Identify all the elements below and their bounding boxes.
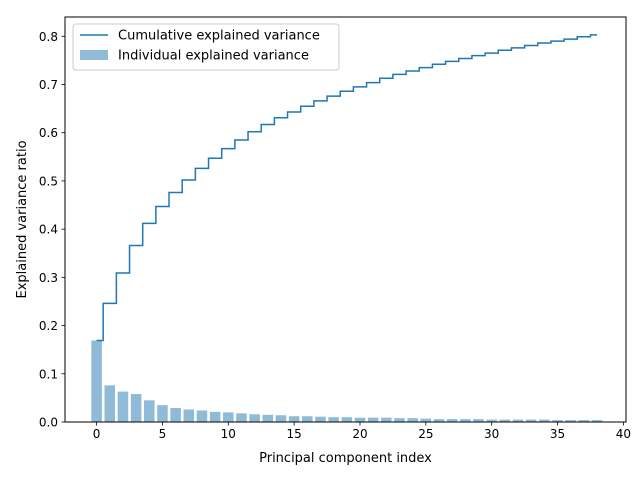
- bar-22: [381, 417, 392, 422]
- y-tick-label: 0.3: [39, 271, 58, 285]
- bar-3: [130, 394, 142, 422]
- bar-36: [565, 420, 576, 422]
- legend-label-individual: Individual explained variance: [118, 49, 309, 64]
- bar-5: [157, 405, 168, 422]
- bar-8: [196, 410, 208, 422]
- x-tick-label: 0: [93, 427, 101, 441]
- x-tick-label: 5: [159, 427, 167, 441]
- bar-26: [433, 419, 445, 422]
- y-axis-label: Explained variance ratio: [15, 140, 30, 298]
- cumulative-step-series: [96, 34, 598, 342]
- x-tick-label: 20: [352, 427, 367, 441]
- bar-25: [420, 418, 432, 422]
- bar-15: [288, 416, 300, 422]
- y-tick-label: 0.2: [39, 319, 58, 333]
- bar-28: [460, 419, 471, 422]
- bar-32: [512, 419, 524, 422]
- bar-23: [394, 418, 405, 422]
- bar-14: [275, 415, 287, 422]
- bar-1: [104, 385, 116, 422]
- y-tick-label: 0.7: [39, 78, 58, 92]
- bar-0: [91, 340, 102, 422]
- bar-34: [539, 419, 550, 422]
- legend-label-cumulative: Cumulative explained variance: [118, 29, 320, 44]
- bar-4: [144, 400, 155, 422]
- y-tick-label: 0.6: [39, 126, 58, 140]
- bar-18: [328, 417, 339, 422]
- bar-21: [367, 417, 379, 422]
- bar-29: [473, 419, 484, 422]
- bar-12: [249, 414, 260, 422]
- x-axis-label: Principal component index: [259, 451, 432, 466]
- x-axis-ticks: 0 5 10 15 20 25 30 35 40: [93, 422, 631, 441]
- bar-37: [578, 420, 590, 422]
- bar-17: [315, 416, 326, 422]
- bar-31: [499, 419, 511, 422]
- bar-11: [236, 413, 247, 422]
- bar-series: [91, 340, 603, 422]
- bar-7: [183, 409, 195, 422]
- bar-2: [117, 391, 129, 422]
- bar-10: [223, 412, 234, 422]
- x-tick-label: 10: [221, 427, 236, 441]
- legend-box: [72, 23, 340, 71]
- bar-19: [341, 417, 353, 422]
- y-tick-label: 0.8: [39, 30, 58, 44]
- bar-27: [446, 419, 458, 422]
- bar-20: [354, 417, 366, 422]
- bar-30: [486, 419, 497, 422]
- legend: Cumulative explained variance Individual…: [72, 23, 340, 71]
- y-axis-ticks: 0.0 0.1 0.2 0.3 0.4 0.5 0.6 0.7 0.8: [39, 30, 65, 430]
- axes-frame: [64, 16, 627, 423]
- y-tick-label: 0.4: [39, 223, 58, 237]
- bar-38: [591, 420, 603, 422]
- y-tick-label: 0.5: [39, 174, 58, 188]
- bar-24: [407, 418, 418, 422]
- x-tick-label: 35: [550, 427, 565, 441]
- x-tick-label: 25: [418, 427, 433, 441]
- bar-16: [302, 416, 313, 422]
- bar-35: [552, 420, 563, 422]
- cumulative-step-line: [96, 34, 598, 342]
- bar-9: [209, 411, 221, 422]
- bar-13: [262, 414, 274, 422]
- y-tick-label: 0.1: [39, 367, 58, 381]
- y-tick-label: 0.0: [39, 416, 58, 430]
- x-tick-label: 30: [484, 427, 499, 441]
- bar-6: [170, 408, 181, 422]
- x-tick-label: 40: [616, 427, 631, 441]
- bar-33: [525, 419, 537, 422]
- legend-bar-swatch: [80, 50, 108, 60]
- x-tick-label: 15: [287, 427, 302, 441]
